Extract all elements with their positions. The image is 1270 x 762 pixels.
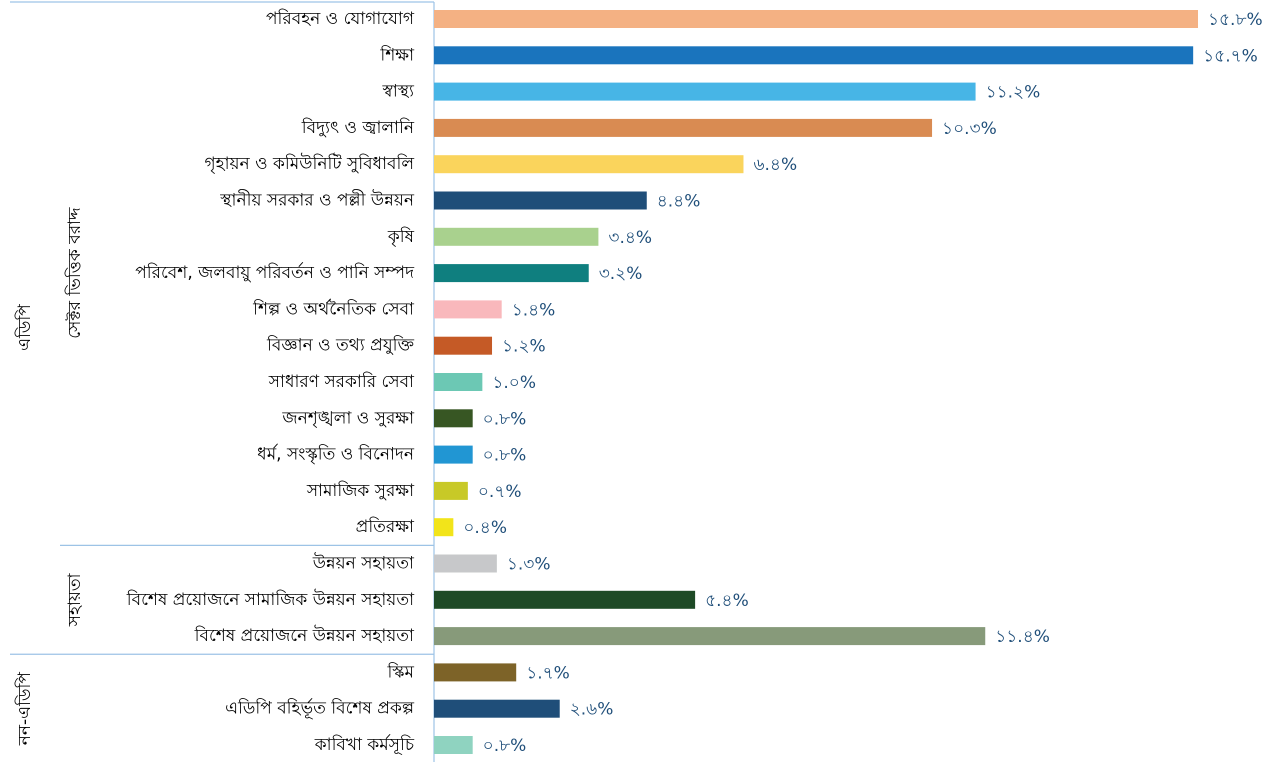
bar xyxy=(434,481,468,500)
category-label: শিল্প ও অর্থনৈতিক সেবা xyxy=(252,298,415,319)
value-label: ১.৩% xyxy=(507,555,551,575)
value-label: ০.৮% xyxy=(483,736,527,756)
bar xyxy=(434,445,473,464)
bar xyxy=(434,10,1198,28)
value-label: ১.০% xyxy=(492,373,536,393)
category-label: বিশেষ প্রয়োজনে সামাজিক উন্নয়ন সহায়তা xyxy=(126,589,415,610)
category-label: সাধারণ সরকারি সেবা xyxy=(268,371,415,392)
value-label: ৩.২% xyxy=(599,264,643,284)
value-label: ৬.৪% xyxy=(753,155,797,175)
value-label: ১০.৩% xyxy=(942,119,997,139)
category-label: গৃহায়ন ও কমিউনিটি সুবিধাবলি xyxy=(205,153,415,174)
value-label: ০.৪% xyxy=(463,518,507,538)
category-label: ধর্ম, সংস্কৃতি ও বিনোদন xyxy=(257,444,415,465)
bar xyxy=(434,663,517,682)
bar xyxy=(434,373,483,391)
bar xyxy=(434,82,976,101)
category-label: বিদ্যুৎ ও জ্বালানি xyxy=(301,117,415,138)
category-label: পরিবেশ, জলবায়ু পরিবর্তন ও পানি সম্পদ xyxy=(135,262,415,283)
value-label: ১.৭% xyxy=(526,663,570,683)
value-label: ১.২% xyxy=(502,337,546,357)
category-label: কৃষি xyxy=(387,226,415,247)
value-label: ১১.২% xyxy=(986,83,1041,103)
category-label: উন্নয়ন সহায়তা xyxy=(312,553,415,574)
value-label: ২.৬% xyxy=(570,700,614,720)
value-label: ০.৮% xyxy=(483,409,527,429)
bar xyxy=(434,554,497,573)
bar xyxy=(434,264,589,283)
value-label: ০.৭% xyxy=(478,482,522,502)
category-label: বিজ্ঞান ও তথ্য প্রযুক্তি xyxy=(266,335,414,356)
category-label: বিশেষ প্রয়োজনে উন্নয়ন সহায়তা xyxy=(194,625,415,646)
subgroup-label: সহায়তা xyxy=(65,572,85,627)
category-label: স্কিম xyxy=(386,661,414,682)
group-label: এডিপি xyxy=(14,304,35,351)
value-label: ১৫.৮% xyxy=(1208,10,1263,30)
bar xyxy=(434,227,599,246)
bar xyxy=(434,336,493,355)
category-label: স্থানীয় সরকার ও পল্লী উন্নয়ন xyxy=(219,190,415,211)
category-label: পরিবহন ও যোগাযোগ xyxy=(266,8,415,29)
value-label: ১৫.৭% xyxy=(1203,46,1258,66)
bar xyxy=(434,409,473,428)
value-label: ০.৮% xyxy=(483,446,527,466)
value-label: ৪.৪% xyxy=(657,192,701,212)
group-label: নন-এডিপি xyxy=(14,672,35,747)
value-label: ১.৪% xyxy=(512,300,556,320)
category-label: স্বাস্থ্য xyxy=(382,82,416,102)
category-label: কাবিখা কর্মসূচি xyxy=(314,734,415,755)
value-label: ৫.৪% xyxy=(705,591,749,611)
bar xyxy=(434,191,647,210)
bar xyxy=(434,118,933,137)
bar xyxy=(434,699,560,718)
subgroup-label: সেক্টর ভিত্তিক বরাদ্দ xyxy=(64,207,85,339)
bar xyxy=(434,46,1194,65)
value-label: ৩.৪% xyxy=(608,228,652,248)
category-label: শিক্ষা xyxy=(379,44,415,65)
category-label: সামাজিক সুরক্ষা xyxy=(306,480,415,501)
bar xyxy=(434,518,454,537)
category-label: এডিপি বহির্ভূত বিশেষ প্রকল্প xyxy=(225,698,415,719)
bar xyxy=(434,300,502,319)
category-label: প্রতিরক্ষা xyxy=(356,516,415,537)
bar xyxy=(434,590,696,609)
bar xyxy=(434,155,744,174)
value-label: ১১.৪% xyxy=(995,627,1050,647)
bar xyxy=(434,627,986,646)
category-label: জনশৃঙ্খলা ও সুরক্ষা xyxy=(281,408,415,428)
bar xyxy=(434,736,473,754)
